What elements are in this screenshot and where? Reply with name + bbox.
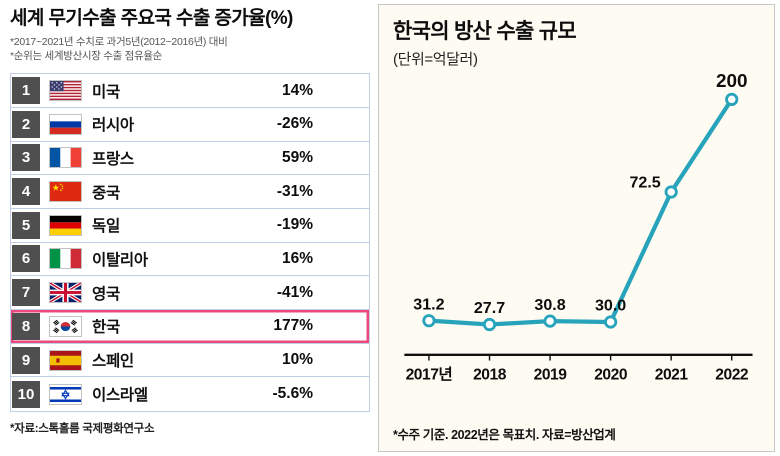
left-panel-title: 세계 무기수출 주요국 수출 증가율(%): [10, 8, 293, 29]
rank-badge: 8: [12, 312, 40, 340]
chart-point: [482, 317, 497, 332]
rank-badge: 6: [12, 245, 40, 273]
chart-title: 한국의 방산 수출 규모: [393, 20, 577, 43]
chart-point: [603, 315, 618, 329]
rank-badge: 7: [12, 279, 40, 307]
table-row: 8 한국 177%: [11, 310, 369, 344]
point-label: 27.7: [474, 299, 505, 317]
growth-value: 177%: [273, 317, 313, 335]
point-label: 30.8: [534, 296, 565, 314]
flag-kr-icon: [49, 315, 82, 337]
defense-export-chart-panel: 한국의 방산 수출 규모 (단위=억달러) 31.2 27.7 30.8 30.0 72…: [378, 4, 775, 452]
source-note: *자료:스톡홀름 국제평화연구소: [10, 423, 155, 436]
rank-badge: 10: [12, 380, 40, 408]
point-label: 72.5: [629, 173, 660, 191]
rank-badge: 5: [12, 211, 40, 239]
point-label: 200: [716, 71, 748, 92]
rank-badge: 2: [12, 110, 40, 138]
x-axis-label: 2017년: [406, 364, 453, 383]
growth-value: 59%: [281, 148, 313, 166]
arms-export-ranking-panel: 세계 무기수출 주요국 수출 증가율(%) *2017~2021년 수치로 과거…: [0, 0, 374, 456]
table-row: 10 이스라엘 -5.6%: [11, 377, 369, 412]
flag-fr-icon: [49, 147, 82, 169]
flag-it-icon: [49, 248, 82, 270]
flag-cn-icon: [49, 181, 82, 203]
x-axis-label: 2018: [473, 366, 507, 383]
table-row: 9 스페인 10%: [11, 343, 369, 378]
country-name: 미국: [92, 83, 120, 101]
subtitle-line-1: *2017~2021년 수치로 과거5년(2012~2016년) 대비: [10, 35, 228, 48]
chart-footnote: *수주 기준. 2022년은 목표치. 자료=방산업계: [393, 428, 616, 442]
ranking-table: 1 미국 14% 2 러시아 -26% 3 프랑스 59% 4 중국 -31% …: [10, 73, 370, 413]
country-name: 이스라엘: [92, 387, 148, 405]
country-name: 중국: [92, 184, 120, 202]
rank-badge: 4: [12, 178, 40, 206]
chart-point: [422, 314, 436, 328]
table-row: 2 러시아 -26%: [11, 107, 369, 142]
x-axis-label: 2022: [715, 366, 749, 383]
flag-es-icon: [49, 349, 82, 371]
growth-value: 16%: [281, 249, 313, 267]
country-name: 영국: [92, 285, 120, 303]
table-row: 3 프랑스 59%: [11, 141, 369, 176]
country-name: 프랑스: [92, 150, 134, 168]
chart-unit-label: (단위=억달러): [393, 51, 478, 68]
flag-il-icon: [49, 383, 82, 405]
flag-ru-icon: [49, 113, 82, 135]
subtitle-line-2: *순위는 세계방산시장 수출 점유율순: [10, 50, 163, 63]
table-row: 1 미국 14%: [11, 74, 369, 108]
growth-value: 10%: [281, 351, 313, 369]
country-name: 이탈리아: [92, 251, 148, 269]
point-label: 31.2: [413, 295, 444, 313]
growth-value: -26%: [276, 115, 313, 133]
country-name: 스페인: [92, 353, 134, 371]
table-row: 5 독일 -19%: [11, 208, 369, 243]
chart-point: [543, 314, 557, 328]
growth-value: -31%: [276, 182, 313, 200]
growth-value: -5.6%: [272, 385, 314, 403]
rank-badge: 1: [12, 77, 40, 105]
flag-us-icon: [49, 80, 82, 102]
left-panel-subtitles: *2017~2021년 수치로 과거5년(2012~2016년) 대비 *순위는…: [10, 35, 370, 63]
x-axis-label: 2019: [534, 366, 568, 383]
x-axis-label: 2021: [655, 366, 689, 383]
x-axis-label: 2020: [594, 366, 628, 383]
country-name: 독일: [92, 218, 120, 236]
chart-point: [664, 185, 678, 199]
rank-badge: 9: [12, 346, 40, 374]
table-row: 7 영국 -41%: [11, 276, 369, 310]
point-label: 30.0: [595, 297, 626, 315]
growth-value: -19%: [276, 216, 313, 234]
growth-value: 14%: [281, 81, 313, 99]
country-name: 한국: [92, 319, 120, 337]
table-row: 6 이탈리아 16%: [11, 242, 369, 277]
flag-de-icon: [49, 214, 82, 236]
chart-point: [725, 92, 739, 107]
chart-line: [426, 97, 734, 327]
defense-export-line-chart: 31.2 27.7 30.8 30.0 72.5 200 2017년 2018 2019 2020…: [404, 71, 753, 383]
table-row: 4 중국 -31%: [11, 175, 369, 209]
flag-gb-icon: [49, 282, 82, 304]
country-name: 러시아: [92, 117, 134, 135]
rank-badge: 3: [12, 144, 40, 172]
growth-value: -41%: [276, 283, 313, 301]
